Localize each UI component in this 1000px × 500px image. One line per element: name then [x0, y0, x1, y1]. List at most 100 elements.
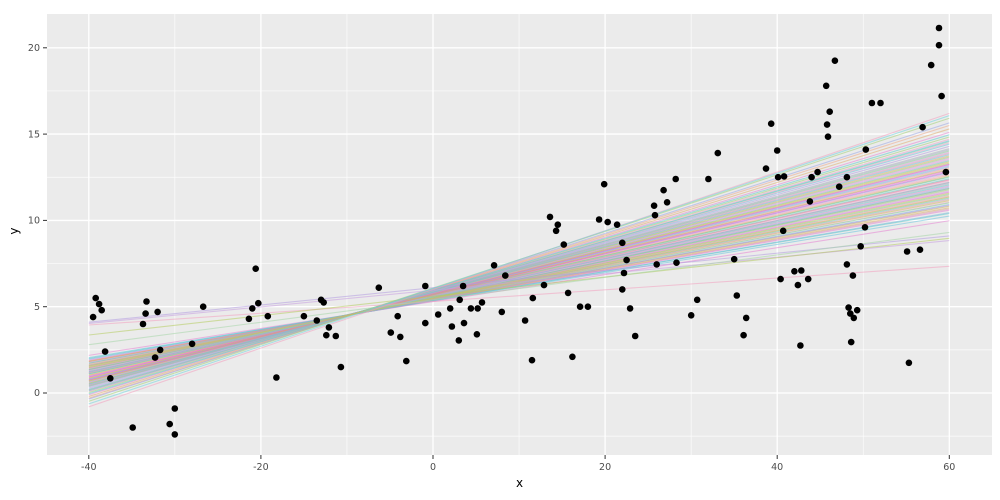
x-tick-label: 0 [430, 462, 436, 473]
data-point [850, 314, 858, 322]
data-point [92, 294, 99, 302]
data-point [156, 346, 164, 354]
data-point [455, 337, 463, 344]
data-point [600, 180, 608, 188]
data-point [935, 24, 943, 32]
data-point [730, 255, 738, 263]
data-point [101, 348, 109, 355]
data-point [824, 133, 832, 140]
data-point [826, 108, 833, 115]
data-point [459, 282, 467, 290]
data-point [490, 262, 498, 269]
data-point [774, 173, 782, 181]
y-tick-label: 5 [34, 302, 40, 313]
data-point [797, 342, 804, 349]
data-point [650, 202, 658, 209]
regression-line [88, 181, 950, 373]
data-point [552, 227, 560, 235]
data-point [576, 303, 584, 311]
data-point [631, 332, 639, 340]
data-point [188, 340, 196, 348]
regression-line [88, 145, 950, 389]
regression-line [88, 149, 950, 387]
data-point [822, 82, 830, 90]
tick-marks [43, 47, 950, 459]
data-point [560, 241, 568, 248]
data-point [762, 165, 770, 172]
regression-lines [88, 112, 950, 408]
data-point [814, 168, 821, 176]
data-point [780, 173, 788, 180]
data-point [773, 147, 781, 154]
data-point [171, 431, 179, 438]
data-point [847, 338, 855, 346]
regression-line [88, 163, 950, 381]
data-point [142, 310, 149, 317]
data-point [777, 275, 784, 283]
data-point [613, 221, 621, 228]
data-point [808, 173, 815, 181]
data-point [313, 317, 321, 324]
data-point [620, 269, 628, 277]
data-point [171, 405, 179, 412]
x-tick-label: -20 [253, 462, 269, 473]
y-tick-labels: 0 5 10 15 20 [28, 43, 40, 399]
data-point [935, 41, 943, 49]
data-point [300, 312, 308, 320]
regression-line [88, 158, 950, 383]
data-point [660, 186, 667, 194]
x-tick-label: 40 [771, 462, 783, 473]
x-tick-labels: -40 -20 0 20 40 60 [81, 462, 955, 473]
data-point [584, 303, 592, 311]
data-point [273, 374, 280, 381]
data-point [653, 261, 660, 268]
data-point [129, 424, 136, 431]
data-point [843, 261, 851, 268]
data-point [139, 320, 147, 328]
data-point [245, 315, 253, 323]
data-point [916, 246, 924, 253]
data-point [375, 284, 383, 292]
data-point [733, 292, 741, 299]
data-point [742, 314, 750, 322]
data-point [794, 281, 802, 289]
data-point [619, 286, 626, 293]
data-point [249, 305, 256, 312]
data-point [143, 298, 150, 305]
regression-line [88, 237, 950, 336]
data-point [849, 272, 857, 279]
data-point [387, 329, 395, 336]
data-point [478, 299, 486, 306]
regression-line [88, 140, 950, 391]
data-point [554, 221, 562, 228]
data-point [474, 305, 482, 312]
data-point [521, 317, 529, 324]
data-point [853, 306, 861, 314]
regression-line [88, 154, 950, 385]
data-point [604, 218, 611, 226]
data-point [651, 211, 659, 219]
data-point [337, 363, 345, 371]
data-point [905, 359, 913, 367]
regression-line [88, 128, 950, 397]
data-point [320, 299, 328, 306]
data-point [938, 92, 945, 100]
data-point [199, 303, 207, 311]
data-point [868, 99, 876, 107]
data-point [623, 256, 630, 264]
data-point [89, 313, 97, 321]
data-point [98, 306, 105, 314]
data-point [154, 308, 161, 316]
data-point [467, 305, 475, 312]
regression-line [88, 192, 950, 369]
regression-line [88, 122, 950, 400]
x-axis-title: x [515, 476, 524, 490]
data-point [546, 213, 554, 221]
data-point [806, 198, 814, 205]
data-point [835, 183, 843, 190]
regression-line [88, 204, 950, 363]
data-point [403, 357, 410, 365]
data-point [861, 224, 869, 231]
data-point [473, 331, 481, 338]
